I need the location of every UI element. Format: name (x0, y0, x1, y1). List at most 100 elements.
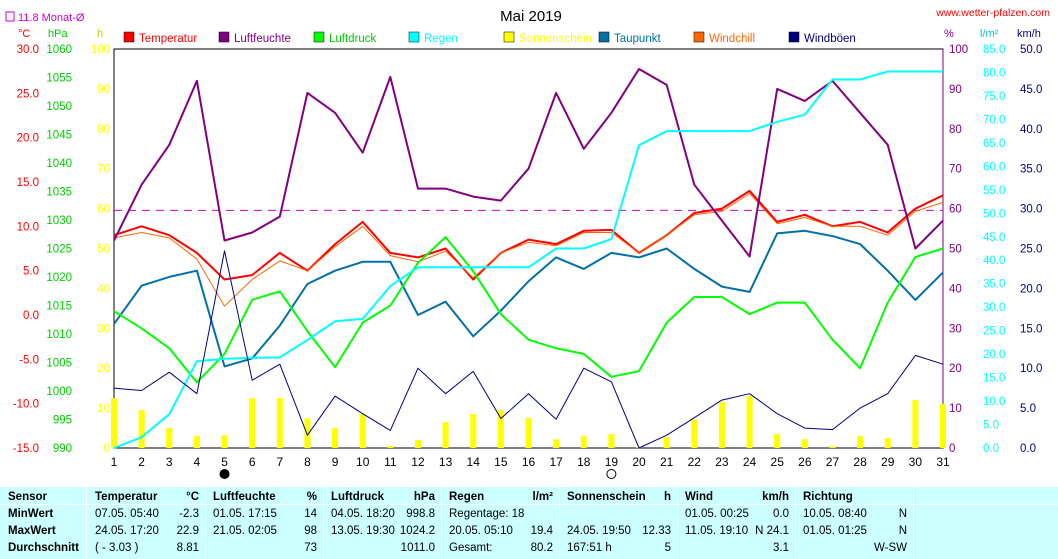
rain-tick-label: 70.0 (983, 114, 1005, 126)
temp-tick-label: 0.0 (23, 310, 39, 322)
wind-tick-label: 5.0 (1020, 403, 1036, 415)
temp-tick-label: 15.0 (17, 177, 39, 189)
pressure-tick-label: 1040 (46, 158, 72, 170)
rain-tick-label: 50.0 (983, 208, 1005, 220)
min-dir-value: N (898, 508, 907, 520)
series-line-luftfeuchte (113, 68, 944, 258)
x-tick-label: 31 (936, 455, 950, 469)
legend-label-temperatur: Temperatur (139, 33, 197, 45)
rain-tick-label: 40.0 (983, 255, 1005, 267)
avg-hum-value: 73 (304, 542, 317, 554)
sunshine-bar (525, 418, 532, 448)
header-wind-unit: km/h (762, 491, 789, 503)
max-rain-value: 19.4 (530, 525, 553, 537)
x-tick-label: 20 (632, 455, 646, 469)
pressure-tick-label: 1020 (46, 272, 72, 284)
wind-tick-label: 25.0 (1020, 244, 1042, 256)
avg-sun-value: 5 (664, 542, 671, 554)
wind-tick-label: 15.0 (1020, 323, 1042, 335)
sunshine-bar (332, 428, 339, 448)
x-tick-label: 3 (166, 455, 173, 469)
legend-swatch-sonnenschein (503, 31, 515, 43)
row-label-maxwert: MaxWert (8, 525, 56, 537)
legend-swatch-regen (408, 31, 420, 43)
avg-temp-note: ( - 3.03 ) (95, 542, 139, 554)
humidity-tick-label: 30 (949, 323, 962, 335)
legend-label-sonnenschein: Sonnenschein (519, 33, 592, 45)
max-temp-date: 24.05. 17:20 (95, 525, 159, 537)
max-dir-date: 01.05. 01:25 (803, 525, 867, 537)
series-line-regen (113, 70, 943, 449)
header-richtung: Richtung (803, 491, 853, 503)
legend-label-luftdruck: Luftdruck (329, 33, 377, 45)
legend-swatch-temperatur (123, 31, 135, 43)
max-wind-value: N 24.1 (755, 525, 789, 537)
stats-table: Sensor Temperatur °C Luftfeuchte % Luftd… (0, 487, 1058, 559)
pressure-tick-label: 990 (53, 443, 72, 455)
max-hum-date: 21.05. 02:05 (213, 525, 277, 537)
sunshine-bar (414, 440, 421, 448)
x-tick-label: 11 (384, 455, 397, 469)
watermark: www.wetter-pfalzen.com (935, 7, 1050, 19)
x-tick-label: 28 (853, 455, 867, 469)
wind-tick-label: 30.0 (1020, 204, 1042, 216)
header-regen-unit: l/m² (532, 491, 553, 503)
rain-tick-label: 0.0 (983, 443, 999, 455)
new-moon-marker (219, 469, 230, 479)
sunshine-bar (829, 446, 836, 448)
rain-regentage: Regentage: 18 (449, 508, 525, 520)
min-wind-date: 01.05. 00:25 (685, 508, 749, 520)
x-tick-label: 9 (332, 455, 339, 469)
x-tick-label: 19 (605, 455, 619, 469)
legend-swatch-luftdruck (313, 31, 325, 43)
header-temperatur: Temperatur (95, 491, 158, 503)
temp-tick-label: -15.0 (13, 443, 39, 455)
stats-column-divider (323, 487, 324, 559)
rain-tick-label: 5.0 (983, 420, 999, 432)
x-tick-label: 15 (494, 455, 508, 469)
x-tick-label: 18 (577, 455, 591, 469)
avg-dir-value: W-SW (873, 542, 907, 554)
header-wind: Wind (685, 491, 713, 503)
axis-unit-rain: l/m² (980, 28, 999, 40)
temp-tick-label: 20.0 (17, 133, 39, 145)
x-tick-label: 13 (439, 455, 453, 469)
sunshine-bar (580, 436, 587, 448)
hours-tick-label: 10 (97, 403, 110, 415)
legend-label-taupunkt: Taupunkt (614, 33, 661, 45)
stats-column-divider (559, 487, 560, 559)
x-tick-label: 7 (276, 455, 283, 469)
rain-tick-label: 80.0 (983, 67, 1005, 79)
avg-press-value: 1011.0 (400, 542, 435, 554)
max-press-date: 13.05. 19:30 (331, 525, 395, 537)
rain-tick-label: 65.0 (983, 138, 1005, 150)
sunshine-bar (111, 398, 117, 448)
x-tick-label: 12 (411, 455, 425, 469)
x-tick-label: 4 (194, 455, 201, 469)
header-luftdruck-unit: hPa (413, 491, 435, 503)
sun-total: 167:51 h (567, 542, 612, 554)
x-tick-label: 2 (138, 455, 145, 469)
header-luftfeuchte: Luftfeuchte (213, 491, 276, 503)
x-tick-label: 14 (467, 455, 481, 469)
pressure-tick-label: 1060 (46, 44, 72, 56)
legend-label-luftfeuchte: Luftfeuchte (234, 33, 291, 45)
legend-swatch-windb-en (788, 31, 800, 43)
min-press-value: 998.8 (406, 508, 435, 520)
max-press-value: 1024.2 (399, 525, 435, 537)
x-tick-label: 8 (304, 455, 311, 469)
axis-unit-pressure: hPa (48, 28, 68, 40)
rain-tick-label: 60.0 (983, 161, 1005, 173)
x-tick-label: 25 (771, 455, 785, 469)
humidity-tick-label: 20 (949, 363, 962, 375)
sunshine-bar (497, 410, 504, 448)
row-label-durchschnitt: Durchschnitt (8, 542, 79, 554)
sunshine-bar (304, 418, 311, 448)
stats-column-divider (205, 487, 206, 559)
humidity-tick-label: 0 (949, 443, 955, 455)
stats-divider (0, 504, 1058, 505)
x-tick-label: 21 (660, 455, 674, 469)
pressure-tick-label: 1000 (46, 386, 72, 398)
legend-swatch-taupunkt (598, 31, 610, 43)
hours-tick-label: 100 (91, 44, 110, 56)
